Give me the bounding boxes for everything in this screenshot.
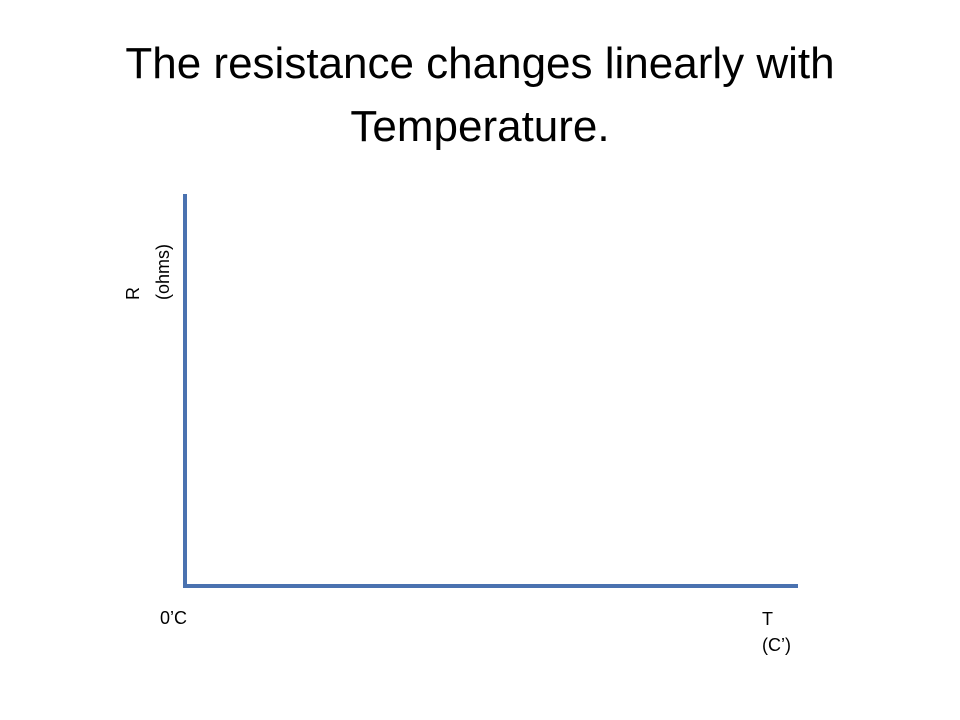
x-axis-label-symbol: T [762,609,773,629]
slide-title: The resistance changes linearly with Tem… [125,39,835,151]
y-axis-label-unit: (ohms) [153,243,173,300]
x-axis-origin-label: 0’C [160,608,188,628]
y-axis-label: R (ohms) [118,244,178,300]
y-axis-label-symbol: R [123,287,143,300]
x-axis-label: T (C’) [762,606,791,658]
x-axis-label-unit: (C’) [762,635,791,655]
